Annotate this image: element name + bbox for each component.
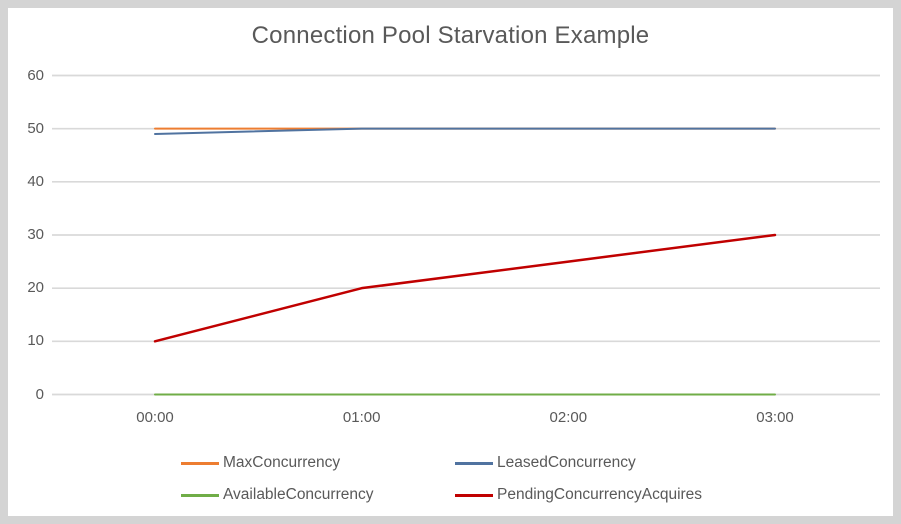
y-axis-tick-label-0: 0 xyxy=(35,385,44,403)
legend-label-availableconcurrency: AvailableConcurrency xyxy=(223,486,374,503)
y-axis-tick-label-30: 30 xyxy=(27,226,44,243)
legend-swatch-maxconcurrency xyxy=(181,461,219,465)
x-axis-tick-label-0200: 02:00 xyxy=(549,409,588,426)
series-line-pendingconcurrencyacquires xyxy=(153,233,777,343)
legend-swatch-availableconcurrency xyxy=(181,493,219,497)
series-line-leasedconcurrency xyxy=(154,127,776,135)
legend-label-leasedconcurrency: LeasedConcurrency xyxy=(497,454,636,471)
legend-label-pendingconcurrencyacquires: PendingConcurrencyAcquires xyxy=(497,486,703,503)
legend-item-leasedconcurrency: LeasedConcurrency xyxy=(455,454,636,472)
legend-item-availableconcurrency: AvailableConcurrency xyxy=(181,486,374,504)
y-axis-tick-label-10: 10 xyxy=(27,332,44,350)
x-axis-tick-label-0000: 00:00 xyxy=(136,409,174,426)
y-axis-tick-label-50: 50 xyxy=(27,119,44,137)
y-axis-tick-label-40: 40 xyxy=(27,172,44,190)
legend-swatch-leasedconcurrency xyxy=(455,461,493,465)
y-axis-tick-label-20: 20 xyxy=(27,279,44,297)
x-axis-tick-label-0300: 03:00 xyxy=(756,409,794,426)
legend-item-pendingconcurrencyacquires: PendingConcurrencyAcquires xyxy=(455,486,702,504)
y-axis-tick-label-60: 60 xyxy=(27,66,44,84)
legend-item-maxconcurrency: MaxConcurrency xyxy=(181,454,340,472)
chart-title: Connection Pool Starvation Example xyxy=(251,22,650,49)
x-axis-tick-label-0100: 01:00 xyxy=(342,409,381,426)
legend-swatch-pendingconcurrencyacquires xyxy=(455,493,493,497)
legend-label-maxconcurrency: MaxConcurrency xyxy=(223,454,341,471)
